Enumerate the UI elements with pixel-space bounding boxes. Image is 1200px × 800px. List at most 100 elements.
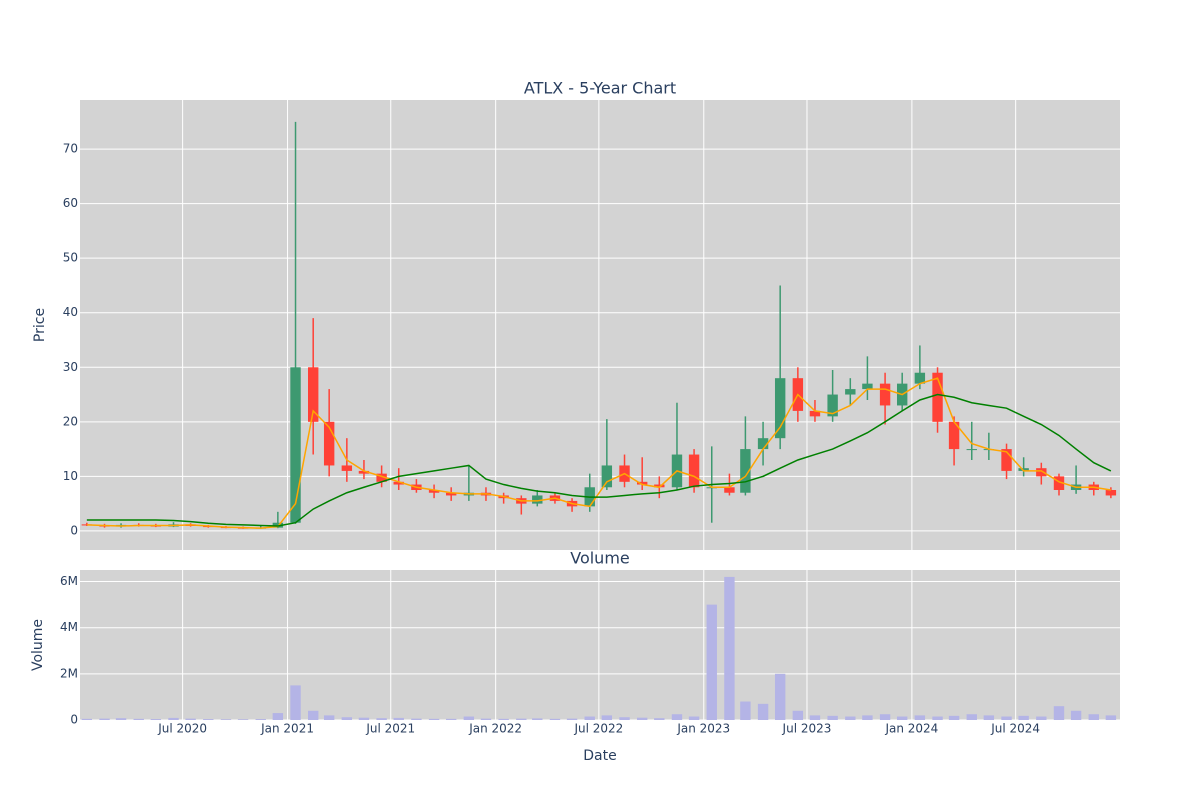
volume-bar [290, 685, 301, 720]
candle-body [341, 465, 353, 471]
candle-body [636, 481, 648, 485]
volume-bar [1001, 716, 1012, 720]
volume-bar [948, 715, 960, 720]
volume-bar [706, 604, 717, 720]
volume-bar [445, 718, 457, 720]
volume-bar [1070, 710, 1082, 720]
candle-body [308, 367, 319, 422]
volume-bar [792, 710, 804, 720]
volume-bar [671, 714, 683, 720]
volume-bar [654, 718, 665, 720]
candle-body [827, 394, 838, 417]
volume-bar [896, 716, 908, 720]
volume-bar [1018, 715, 1029, 720]
volume-tick-label: 4M [60, 620, 78, 634]
volume-bar [845, 716, 856, 720]
x-tick-label: Jan 2022 [468, 722, 522, 736]
candle-body [688, 454, 700, 488]
candle-body [290, 367, 301, 523]
volume-bar [272, 713, 284, 720]
candle-body [532, 495, 543, 504]
x-tick-label: Jul 2024 [990, 722, 1040, 736]
volume-bar [358, 717, 370, 720]
volume-bar [966, 714, 977, 720]
volume-title: Volume [570, 549, 630, 568]
volume-bar [150, 719, 162, 720]
candle-body [323, 421, 335, 466]
candle-body [445, 492, 457, 496]
x-tick-label: Jul 2023 [782, 722, 832, 736]
volume-bar [566, 718, 578, 720]
volume-bar [323, 715, 335, 720]
volume-tick-label: 0 [70, 713, 78, 727]
volume-bar [220, 719, 232, 720]
y-tick-label: 40 [63, 305, 78, 319]
volume-tick-label: 2M [60, 666, 78, 680]
volume-bar [255, 719, 266, 720]
candle-body [845, 389, 856, 395]
candle-body [1053, 476, 1065, 490]
volume-bar [688, 716, 700, 720]
y-tick-label: 10 [63, 469, 78, 483]
volume-bar [480, 718, 492, 720]
volume-bar [185, 718, 196, 720]
volume-bar [203, 719, 214, 720]
candle-body [1001, 449, 1012, 471]
volume-bar [636, 717, 648, 720]
volume-bar [81, 718, 93, 720]
volume-bar [914, 715, 926, 720]
y-tick-label: 50 [63, 251, 78, 265]
volume-bar [516, 718, 527, 720]
volume-bar [115, 718, 127, 720]
volume-bar [133, 718, 144, 720]
volume-bar [1053, 706, 1065, 720]
candle-body [428, 490, 440, 493]
volume-bar [879, 714, 891, 720]
volume-bar [601, 715, 613, 720]
candle-body [809, 410, 821, 417]
volume-bar [463, 716, 475, 720]
volume-bar [862, 715, 873, 720]
candle-body [272, 522, 284, 528]
volume-bar [308, 710, 319, 720]
moving-average-line [86, 393, 1112, 527]
chart-title: ATLX - 5-Year Chart [524, 79, 676, 98]
y-tick-label: 20 [63, 414, 78, 428]
candle-body [358, 470, 370, 474]
volume-bar [584, 716, 595, 720]
price-plot-area [80, 100, 1120, 550]
volume-bar [757, 703, 769, 720]
candle-body [932, 372, 943, 422]
y-axis-title: Price [32, 308, 48, 342]
moving-average-line [86, 377, 1111, 529]
x-tick-label: Jan 2021 [260, 722, 314, 736]
volume-bar [774, 673, 786, 720]
y-tick-label: 30 [63, 360, 78, 374]
volume-bar [1036, 716, 1047, 720]
candle-body [948, 421, 960, 450]
volume-bar [99, 718, 110, 720]
candle-body [914, 372, 926, 384]
y-tick-label: 70 [63, 142, 78, 156]
volume-bar [498, 718, 509, 720]
y-tick-label: 0 [70, 523, 78, 537]
volume-bar [809, 715, 821, 720]
volume-bar [168, 717, 179, 720]
volume-bar [1105, 715, 1117, 720]
x-tick-label: Jan 2024 [884, 722, 938, 736]
candle-body [393, 481, 404, 485]
candle-body [1018, 468, 1029, 471]
candle-body [879, 383, 891, 406]
x-axis-title: Date [583, 748, 616, 764]
candle-body [1105, 490, 1117, 496]
volume-bar [341, 717, 353, 720]
volume-tick-label: 6M [60, 574, 78, 588]
candle-body [654, 484, 665, 488]
candle-body [862, 383, 873, 390]
volume-bar [393, 717, 404, 720]
volume-bar [549, 718, 561, 720]
volume-bar [1088, 714, 1099, 720]
volume-axis-title: Volume [30, 619, 46, 671]
x-tick-label: Jul 2021 [365, 722, 415, 736]
